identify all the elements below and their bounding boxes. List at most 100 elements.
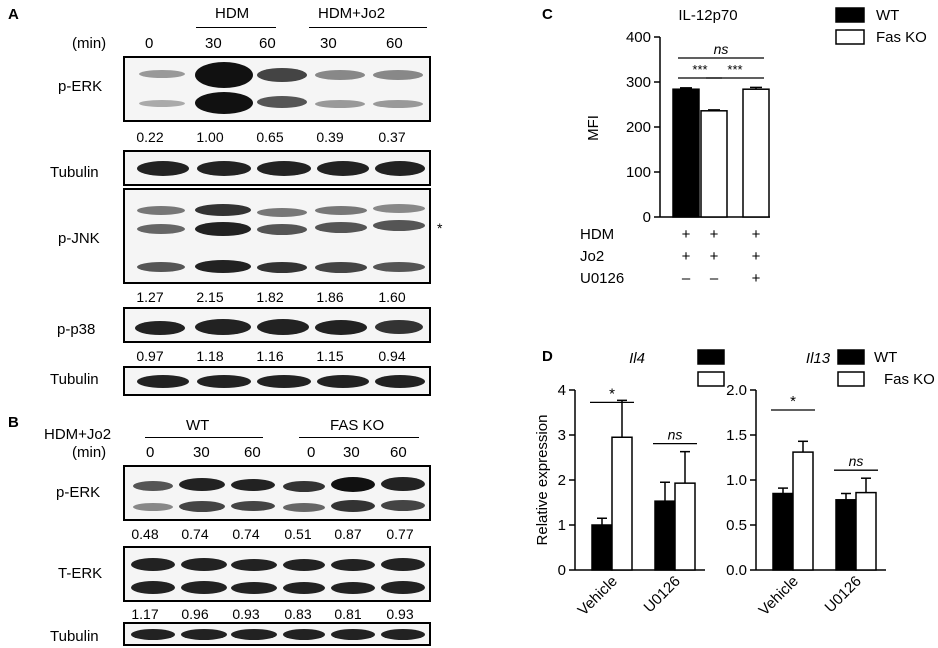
blot-tubulin-b bbox=[123, 622, 431, 646]
group-label-wt-b: WT bbox=[186, 417, 210, 434]
chart-d-il13-bar bbox=[855, 491, 877, 571]
panel-letter-a: A bbox=[8, 6, 19, 23]
chart-c-sig-label: *** bbox=[692, 62, 707, 77]
chart-d-il4-xtick-label: Vehicle bbox=[575, 573, 621, 619]
chart-d-il13-ytick-label: 0.5 bbox=[726, 517, 747, 534]
chart-c-condition-mark: + bbox=[752, 226, 761, 243]
chart-c-bar bbox=[742, 88, 770, 218]
quant-a-pjnk-4: 1.86 bbox=[316, 289, 344, 305]
timepoint-a-5: 60 bbox=[386, 35, 403, 52]
chart-d-il13-ytick-label: 1.0 bbox=[726, 472, 747, 489]
chart-c-sig-label: *** bbox=[727, 62, 742, 77]
chart-d-il4-sig-label: ns bbox=[668, 427, 683, 443]
chart-c-condition-name: Jo2 bbox=[580, 248, 604, 265]
quant-b-terk-6: 0.93 bbox=[386, 606, 414, 622]
panel-letter-c: C bbox=[542, 6, 553, 23]
chart-d-il4-title: Il4 bbox=[629, 350, 645, 367]
chart-d-il13-xtick-label: U0126 bbox=[822, 573, 865, 616]
chart-d-il4-legend-swatch bbox=[697, 371, 725, 387]
timepoint-a-4: 30 bbox=[320, 35, 337, 52]
blot-tubulin-a-2 bbox=[123, 366, 431, 396]
min-label-b: (min) bbox=[72, 444, 107, 461]
chart-d-il4-sig-label: * bbox=[609, 385, 615, 402]
blot-label-t-erk-b: T-ERK bbox=[58, 565, 103, 582]
chart-c-bar bbox=[672, 88, 700, 218]
chart-il4-il13: Il4 0 1 2 3 4 Vehicle U0126 * ns Il13 0.0 0.5 1.0 1.5 2… bbox=[534, 349, 935, 619]
blot-label-tubulin-2: Tubulin bbox=[50, 371, 99, 388]
chart-c-legend-swatch bbox=[835, 7, 865, 23]
chart-d-il4-legend-swatch bbox=[697, 349, 725, 365]
chart-d-il13-ytick-label: 0.0 bbox=[726, 562, 747, 579]
quant-b-perk-4: 0.51 bbox=[284, 526, 312, 542]
timepoint-b-1: 0 bbox=[146, 444, 155, 461]
chart-d-il13-bar bbox=[772, 492, 794, 571]
quant-a-perk-2: 1.00 bbox=[196, 129, 224, 145]
group-line-wt-b bbox=[145, 437, 263, 438]
blot-label-p-erk-b: p-ERK bbox=[56, 484, 101, 501]
quant-b-terk-2: 0.96 bbox=[181, 606, 209, 622]
chart-d-il13-title: Il13 bbox=[806, 350, 831, 367]
group-line-hdm bbox=[196, 27, 276, 28]
quant-a-perk-1: 0.22 bbox=[136, 129, 164, 145]
quant-a-pjnk-1: 1.27 bbox=[136, 289, 164, 305]
blot-p-jnk-a bbox=[123, 188, 431, 284]
blot-label-tubulin-1: Tubulin bbox=[50, 164, 99, 181]
group-line-hdm-jo2 bbox=[309, 27, 427, 28]
chart-d-ylabel: Relative expression bbox=[534, 415, 551, 546]
blot-p-erk-b bbox=[123, 465, 431, 521]
quant-a-pp38-1: 0.97 bbox=[136, 348, 164, 364]
quant-b-perk-1: 0.48 bbox=[131, 526, 159, 542]
blot-t-erk-b bbox=[123, 546, 431, 602]
chart-d-il4-ytick-label: 4 bbox=[558, 382, 566, 399]
quant-b-terk-4: 0.83 bbox=[284, 606, 312, 622]
blot-tubulin-a-1 bbox=[123, 150, 431, 186]
chart-d-il4-bar bbox=[591, 524, 613, 571]
chart-c-legend-label: WT bbox=[876, 7, 899, 24]
chart-c-sig-label: ns bbox=[714, 41, 729, 57]
chart-c-ytick-label: 400 bbox=[626, 29, 651, 46]
chart-c-legend-label: Fas KO bbox=[876, 29, 927, 46]
chart-d-legend-label: WT bbox=[874, 349, 897, 366]
panel-letter-d: D bbox=[542, 348, 553, 365]
timepoint-b-6: 60 bbox=[390, 444, 407, 461]
group-label-hdm: HDM bbox=[215, 5, 250, 22]
chart-c-ytick-label: 200 bbox=[626, 119, 651, 136]
quant-a-pjnk-3: 1.82 bbox=[256, 289, 284, 305]
timepoint-a-3: 60 bbox=[259, 35, 276, 52]
group-label-hdm-jo2: HDM+Jo2 bbox=[318, 5, 386, 22]
chart-d-il4-ytick-label: 2 bbox=[558, 472, 566, 489]
chart-d-legend-swatch bbox=[837, 371, 865, 387]
quant-a-pp38-3: 1.16 bbox=[256, 348, 284, 364]
chart-d-il4-ytick-label: 0 bbox=[558, 562, 566, 579]
chart-c-ylabel: MFI bbox=[585, 115, 602, 141]
quant-b-terk-3: 0.93 bbox=[232, 606, 260, 622]
chart-d-il13-ytick-label: 1.5 bbox=[726, 427, 747, 444]
chart-c-condition-mark: + bbox=[710, 248, 719, 265]
quant-b-terk-5: 0.81 bbox=[334, 606, 362, 622]
blot-label-p-jnk: p-JNK bbox=[58, 230, 100, 247]
quant-a-perk-4: 0.39 bbox=[316, 129, 344, 145]
quant-b-perk-3: 0.74 bbox=[232, 526, 260, 542]
timepoint-b-2: 30 bbox=[193, 444, 210, 461]
chart-d-il13-sig-label: ns bbox=[849, 453, 864, 469]
blot-label-p-erk: p-ERK bbox=[58, 78, 103, 95]
quant-a-pp38-4: 1.15 bbox=[316, 348, 344, 364]
quant-a-perk-3: 0.65 bbox=[256, 129, 284, 145]
blot-label-tubulin-b: Tubulin bbox=[50, 628, 99, 645]
chart-d-il13-sig-label: * bbox=[790, 393, 796, 410]
timepoint-a-1: 0 bbox=[145, 35, 154, 52]
treatment-label-b: HDM+Jo2 bbox=[44, 426, 112, 443]
min-label-a: (min) bbox=[72, 35, 107, 52]
timepoint-b-5: 30 bbox=[343, 444, 360, 461]
chart-c-ytick-label: 100 bbox=[626, 164, 651, 181]
chart-d-il13-bar bbox=[835, 499, 857, 571]
chart-c-condition-mark: + bbox=[682, 248, 691, 265]
chart-c-condition-name: HDM bbox=[580, 226, 614, 243]
timepoint-b-3: 60 bbox=[244, 444, 261, 461]
quant-a-pjnk-5: 1.60 bbox=[378, 289, 406, 305]
nonspecific-band-asterisk: * bbox=[437, 220, 443, 236]
chart-d-legend-swatch bbox=[837, 349, 865, 365]
chart-c-condition-mark: – bbox=[710, 270, 719, 287]
chart-c-title: IL-12p70 bbox=[678, 7, 737, 24]
timepoint-a-2: 30 bbox=[205, 35, 222, 52]
